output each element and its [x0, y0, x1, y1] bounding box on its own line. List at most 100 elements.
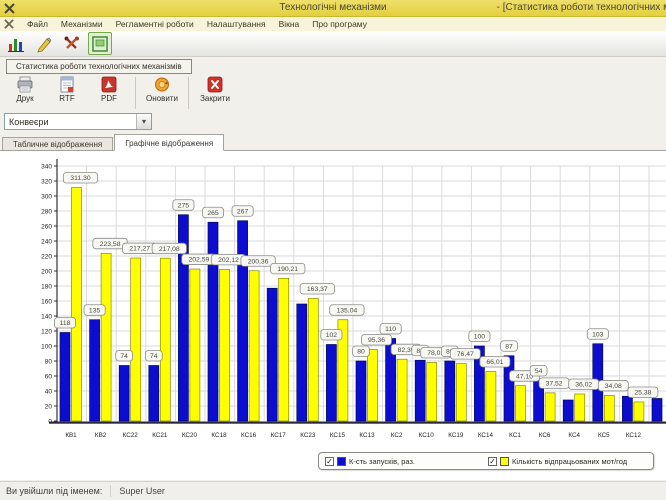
value-label-blue: [468, 330, 491, 342]
menu-about[interactable]: Про програму: [312, 19, 367, 29]
report-tab-title[interactable]: Статистика роботи технологічних механізм…: [6, 59, 192, 74]
refresh-button[interactable]: Оновити: [141, 76, 183, 110]
print-button-label: Друк: [16, 94, 34, 103]
value-label-yellow-text: 78,01: [427, 350, 444, 357]
yellow-bar: [574, 393, 586, 422]
menu-file[interactable]: Файл: [27, 19, 48, 29]
refresh-icon: [155, 77, 169, 92]
value-label-yellow-text: 217,27: [129, 246, 150, 253]
menu-windows[interactable]: Вікна: [278, 19, 300, 29]
y-axis-label: 20: [45, 403, 53, 410]
pdf-export-button-label: PDF: [101, 94, 117, 103]
app-icon[interactable]: [4, 3, 15, 14]
x-axis-label: КС16: [241, 432, 257, 439]
value-label-blue: [115, 350, 134, 362]
pencil-icon: [37, 37, 52, 53]
yellow-bar: [71, 187, 82, 422]
value-label-yellow-text: 223,58: [100, 241, 121, 248]
edit-button[interactable]: [32, 32, 56, 55]
value-label-yellow: [361, 334, 392, 346]
mechanism-type-value: Конвеєри: [9, 116, 49, 127]
statistics-chart-button[interactable]: [4, 32, 28, 55]
y-axis-label: 260: [41, 223, 52, 230]
mechanism-type-select[interactable]: Конвеєри ▾: [4, 113, 152, 130]
child-window-title: - [Статистика роботи технологічних м: [496, 2, 666, 13]
blue-bar: [326, 344, 337, 422]
menu-scheduled-works[interactable]: Регламентні роботи: [115, 19, 194, 29]
pdf-export-button[interactable]: PDF: [88, 76, 130, 110]
yellow-bar: [219, 269, 230, 422]
blue-bar: [503, 355, 515, 422]
legend-label-motohours: Кількість відпрацьованих мот/год: [512, 456, 628, 466]
value-label-yellow: [62, 172, 99, 184]
value-label-blue-text: 87: [505, 343, 513, 350]
value-label-blue: [320, 329, 343, 341]
bar-chart: 0 20 40 60 80 100 120 140 160 180 200 220 240 260 280 3…: [41, 159, 666, 439]
print-button[interactable]: Друк: [4, 76, 46, 110]
main-toolbar: [0, 31, 666, 57]
legend-checkbox-launches[interactable]: ✓: [325, 456, 334, 466]
value-label-blue: [83, 304, 106, 316]
value-label-yellow: [597, 380, 629, 392]
y-axis-label: 320: [41, 178, 52, 185]
printer-icon: [17, 76, 33, 93]
x-axis: [49, 421, 666, 424]
rtf-export-button[interactable]: RTF: [46, 76, 88, 110]
yellow-bar: [159, 257, 171, 422]
tab-graph-view[interactable]: Графічне відображення: [114, 134, 225, 151]
legend-swatch-blue: [337, 456, 346, 466]
value-label-blue: [54, 317, 77, 329]
blue-bar: [474, 345, 485, 422]
value-label-blue-text: 118: [60, 320, 71, 327]
value-label-blue: [201, 206, 224, 219]
value-label-yellow: [151, 242, 187, 255]
y-axis-label: 200: [41, 268, 52, 275]
close-icon: [207, 76, 223, 93]
value-label-yellow: [240, 255, 276, 267]
tab-table-view[interactable]: Табличне відображення: [2, 137, 114, 151]
value-label-yellow-text: 66,01: [486, 359, 503, 366]
y-axis-label: 180: [41, 283, 52, 290]
y-axis-label: 0: [48, 418, 52, 425]
value-label-blue-text: 265: [207, 210, 219, 217]
value-label-yellow: [329, 304, 365, 316]
bar-chart-icon: [8, 38, 24, 52]
monitor-button[interactable]: [88, 32, 112, 55]
value-label-blue-text: 54: [535, 368, 543, 375]
value-label-yellow-text: 76,47: [457, 351, 474, 358]
legend-item-launches: ✓ К-сть запусків, раз.: [325, 456, 484, 466]
child-window-icon[interactable]: [4, 19, 14, 29]
value-label-yellow-text: 217,08: [159, 246, 180, 253]
title-bar: Технологічні механізми - [Статистика роб…: [0, 0, 666, 17]
y-axis-label: 160: [41, 298, 52, 305]
y-axis-label: 140: [41, 313, 52, 320]
x-axis-label: КВ1: [65, 432, 77, 439]
value-label-blue-text: 135: [89, 307, 101, 314]
legend-checkbox-motohours[interactable]: ✓: [488, 456, 497, 466]
menu-mechanisms[interactable]: Механізми: [60, 19, 103, 29]
value-label-yellow-text: 135,04: [337, 307, 358, 314]
toolbar-separator: [135, 77, 136, 109]
chevron-down-icon[interactable]: ▾: [136, 114, 151, 129]
menu-settings[interactable]: Налаштування: [206, 19, 266, 29]
tools-button[interactable]: [60, 32, 84, 55]
yellow-bar: [485, 371, 497, 422]
value-label-blue: [500, 340, 518, 352]
x-axis-label: КС6: [539, 432, 551, 439]
value-label-yellow-text: 200,36: [248, 258, 269, 265]
value-label-blue: [172, 199, 195, 211]
value-label-yellow-text: 202,12: [218, 257, 239, 264]
value-label-blue-text: 80: [357, 349, 365, 356]
blue-bar: [59, 332, 71, 422]
blue-bar-partial: [651, 398, 663, 422]
close-report-button[interactable]: Закрити: [194, 76, 236, 110]
yellow-bar: [307, 298, 319, 422]
rtf-export-button-label: RTF: [59, 94, 75, 103]
x-axis-label: КВ2: [95, 432, 107, 439]
blue-bar: [266, 287, 278, 422]
value-label-yellow-text: 36,02: [575, 382, 592, 389]
x-axis-label: КС2: [391, 432, 403, 439]
refresh-button-label: Оновити: [146, 94, 178, 103]
mechanism-combo-row: Конвеєри ▾: [4, 113, 152, 130]
value-label-yellow-text: 163,37: [307, 286, 328, 293]
